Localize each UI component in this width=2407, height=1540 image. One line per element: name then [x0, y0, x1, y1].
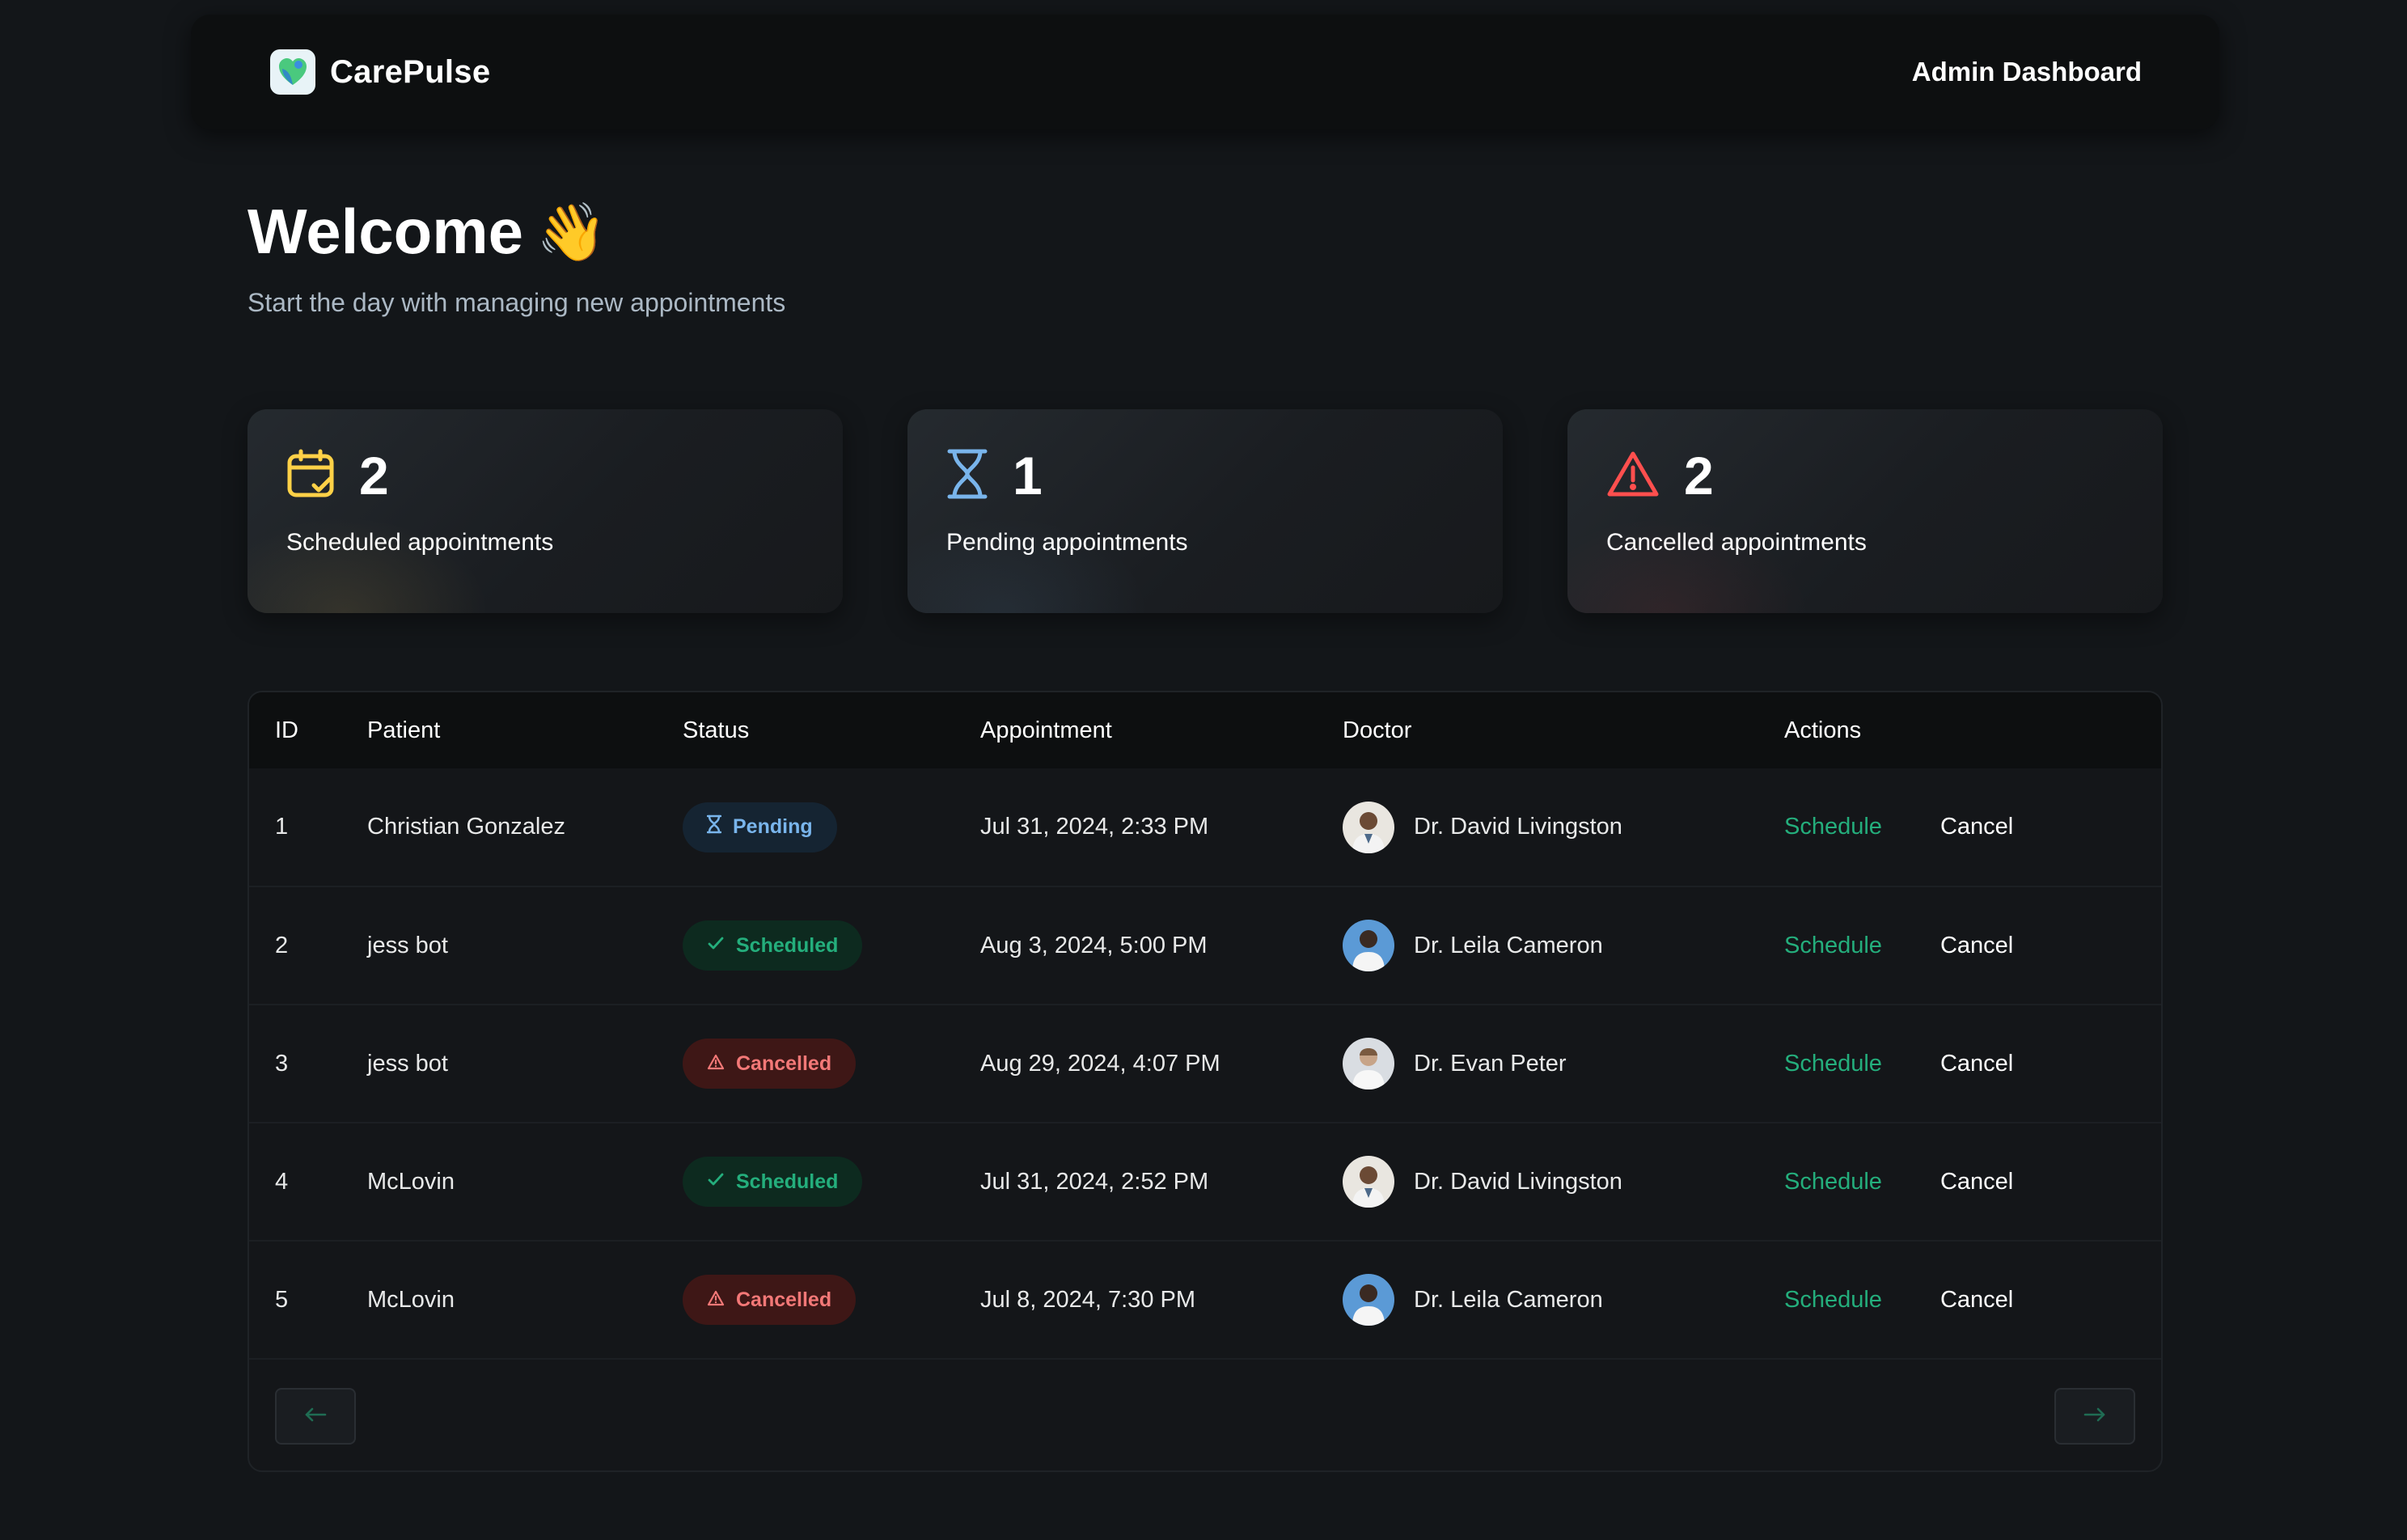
doctor-avatar — [1343, 1274, 1394, 1326]
welcome-section: Welcome 👋 Start the day with managing ne… — [247, 194, 785, 318]
schedule-button[interactable]: Schedule — [1784, 932, 1882, 958]
doctor-avatar — [1343, 1156, 1394, 1208]
cancelled-count: 2 — [1684, 446, 1714, 506]
row-id: 2 — [275, 932, 289, 958]
column-id: ID — [275, 717, 298, 743]
table-row: 3 jess bot Cancelled Aug 29, 2024, 4:07 … — [249, 1005, 2161, 1123]
hourglass-icon — [706, 814, 722, 840]
schedule-button[interactable]: Schedule — [1784, 1286, 1882, 1313]
column-doctor: Doctor — [1343, 717, 1412, 743]
table-row: 1 Christian Gonzalez Pending Jul 31, 202… — [249, 768, 2161, 886]
hourglass-icon — [946, 448, 988, 504]
row-id: 1 — [275, 814, 289, 840]
column-actions: Actions — [1784, 717, 1862, 743]
row-doctor: Dr. David Livingston — [1343, 801, 1784, 853]
doctor-name: Dr. David Livingston — [1414, 814, 1622, 840]
row-patient: Christian Gonzalez — [367, 814, 565, 840]
doctor-avatar — [1343, 1038, 1394, 1089]
row-patient: jess bot — [367, 1050, 448, 1077]
column-patient: Patient — [367, 717, 441, 743]
cancel-button[interactable]: Cancel — [1940, 932, 2014, 958]
stat-card-scheduled: 2 Scheduled appointments — [247, 409, 843, 613]
alert-triangle-icon — [707, 1288, 725, 1312]
arrow-right-icon — [2083, 1407, 2106, 1427]
schedule-button[interactable]: Schedule — [1784, 1050, 1882, 1077]
brand-name: CarePulse — [330, 53, 491, 90]
doctor-name: Dr. Evan Peter — [1414, 1050, 1567, 1077]
previous-page-button[interactable] — [275, 1388, 356, 1445]
doctor-avatar — [1343, 920, 1394, 971]
status-text: Cancelled — [736, 1051, 832, 1075]
table-row: 5 McLovin Cancelled Jul 8, 2024, 7:30 PM… — [249, 1241, 2161, 1359]
status-badge: Cancelled — [683, 1275, 857, 1325]
status-text: Cancelled — [736, 1288, 832, 1311]
table-header-row: ID Patient Status Appointment Doctor Act… — [249, 692, 2161, 768]
doctor-name: Dr. Leila Cameron — [1414, 1286, 1603, 1313]
row-appointment: Aug 29, 2024, 4:07 PM — [980, 1050, 1220, 1077]
status-text: Scheduled — [736, 1170, 839, 1193]
pending-count: 1 — [1013, 446, 1043, 506]
status-badge: Scheduled — [683, 1157, 863, 1207]
row-doctor: Dr. Evan Peter — [1343, 1038, 1784, 1089]
pagination — [275, 1388, 2135, 1445]
welcome-title: Welcome — [247, 196, 524, 267]
carepulse-logo-icon — [270, 49, 315, 95]
stat-card-cancelled: 2 Cancelled appointments — [1567, 409, 2163, 613]
row-appointment: Aug 3, 2024, 5:00 PM — [980, 932, 1208, 958]
table-row: 2 jess bot Scheduled Aug 3, 2024, 5:00 P… — [249, 886, 2161, 1005]
cancel-button[interactable]: Cancel — [1940, 814, 2014, 840]
doctor-name: Dr. Leila Cameron — [1414, 932, 1603, 958]
row-patient: jess bot — [367, 932, 448, 958]
welcome-heading: Welcome 👋 — [247, 194, 785, 270]
doctor-name: Dr. David Livingston — [1414, 1168, 1622, 1195]
cancel-button[interactable]: Cancel — [1940, 1286, 2014, 1313]
row-id: 3 — [275, 1050, 289, 1077]
row-doctor: Dr. Leila Cameron — [1343, 1274, 1784, 1326]
table-row: 4 McLovin Scheduled Jul 31, 2024, 2:52 P… — [249, 1123, 2161, 1241]
calendar-check-icon — [286, 448, 335, 504]
row-appointment: Jul 8, 2024, 7:30 PM — [980, 1286, 1195, 1313]
page-title: Admin Dashboard — [1911, 57, 2142, 87]
status-badge: Pending — [683, 802, 837, 852]
row-patient: McLovin — [367, 1168, 455, 1195]
cancel-button[interactable]: Cancel — [1940, 1050, 2014, 1077]
pending-label: Pending appointments — [946, 529, 1188, 556]
status-badge: Scheduled — [683, 920, 863, 971]
scheduled-label: Scheduled appointments — [286, 529, 554, 556]
status-text: Pending — [733, 815, 813, 838]
row-id: 5 — [275, 1286, 289, 1313]
column-appointment: Appointment — [980, 717, 1112, 743]
row-patient: McLovin — [367, 1286, 455, 1313]
row-id: 4 — [275, 1168, 289, 1195]
row-doctor: Dr. Leila Cameron — [1343, 920, 1784, 971]
check-icon — [707, 1170, 725, 1194]
welcome-subtitle: Start the day with managing new appointm… — [247, 287, 786, 317]
status-badge: Cancelled — [683, 1039, 857, 1089]
row-appointment: Jul 31, 2024, 2:52 PM — [980, 1168, 1209, 1195]
brand[interactable]: CarePulse — [270, 49, 490, 95]
alert-triangle-icon — [1606, 450, 1660, 502]
schedule-button[interactable]: Schedule — [1784, 1168, 1882, 1195]
schedule-button[interactable]: Schedule — [1784, 814, 1882, 840]
alert-triangle-icon — [707, 1052, 725, 1076]
scheduled-count: 2 — [359, 446, 389, 506]
check-icon — [707, 934, 725, 958]
appointments-table: ID Patient Status Appointment Doctor Act… — [247, 691, 2163, 1472]
row-doctor: Dr. David Livingston — [1343, 1156, 1784, 1208]
waving-hand-icon: 👋 — [536, 200, 607, 264]
stat-card-pending: 1 Pending appointments — [907, 409, 1503, 613]
stat-cards: 2 Scheduled appointments 1 Pending appoi… — [247, 409, 2163, 613]
column-status: Status — [683, 717, 750, 743]
cancelled-label: Cancelled appointments — [1606, 529, 1867, 556]
next-page-button[interactable] — [2054, 1388, 2135, 1445]
arrow-left-icon — [304, 1407, 327, 1427]
top-header: CarePulse Admin Dashboard — [191, 15, 2219, 129]
status-text: Scheduled — [736, 933, 839, 957]
cancel-button[interactable]: Cancel — [1940, 1168, 2014, 1195]
row-appointment: Jul 31, 2024, 2:33 PM — [980, 814, 1209, 840]
doctor-avatar — [1343, 801, 1394, 853]
